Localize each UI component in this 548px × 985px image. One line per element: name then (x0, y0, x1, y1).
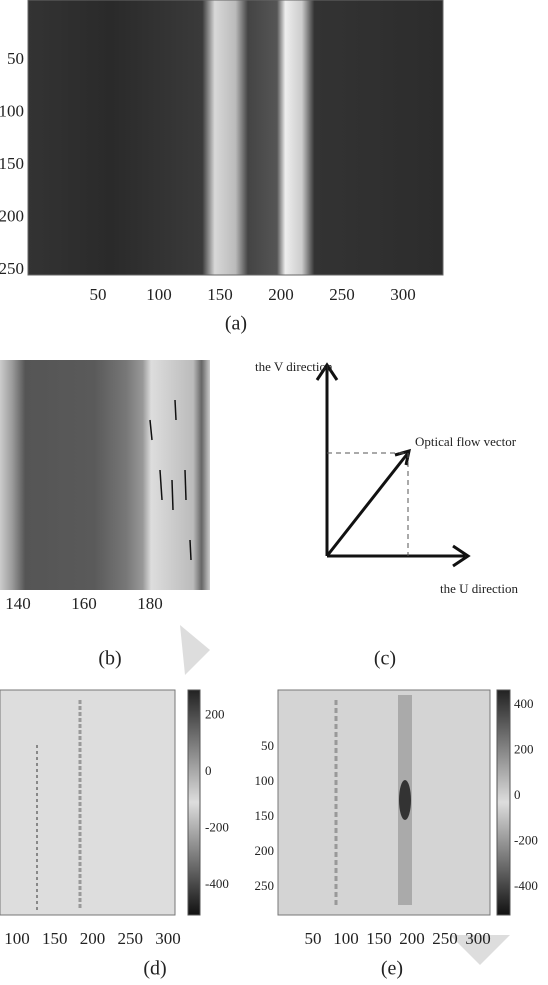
y-tick-label: 50 (7, 49, 24, 68)
y-tick-label: 0 (514, 787, 521, 802)
y-tick-label: 400 (514, 696, 534, 711)
y-tick-label: 100 (255, 773, 275, 788)
x-tick-label: 250 (329, 285, 355, 304)
x-tick-label: 100 (4, 929, 30, 948)
y-tick-label: 50 (261, 738, 274, 753)
flow-arrows (149, 399, 192, 561)
projection-lines (327, 452, 409, 556)
frame-a (27, 0, 444, 276)
image-b (0, 360, 210, 590)
x-tick-label: 200 (268, 285, 294, 304)
y-tick-label: 200 (255, 843, 275, 858)
y-tick-label: 150 (255, 808, 275, 823)
caption: (b) (98, 648, 121, 670)
image-d (0, 689, 176, 916)
caption: (c) (374, 648, 396, 670)
y-tick-label: 250 (0, 259, 24, 278)
x-tick-label: 150 (42, 929, 68, 948)
x-tick-label: 160 (71, 594, 97, 613)
blob (399, 780, 411, 820)
y-tick-label: 250 (255, 878, 275, 893)
x-tick-label: 50 (90, 285, 107, 304)
v-label: the V direction (255, 359, 333, 374)
x-tick-label: 180 (137, 594, 163, 613)
x-tick-label: 200 (399, 929, 425, 948)
image-e (277, 689, 491, 916)
x-tick-label: 300 (155, 929, 181, 948)
x-tick-label: 150 (207, 285, 233, 304)
caption: (e) (381, 958, 403, 980)
y-tick-label: -400 (514, 878, 538, 893)
x-tick-label: 150 (366, 929, 392, 948)
x-tick-label: 200 (80, 929, 106, 948)
decoration (180, 625, 210, 675)
caption: (d) (143, 958, 166, 980)
x-tick-label: 300 (390, 285, 416, 304)
x-tick-label: 100 (333, 929, 359, 948)
y-tick-label: -400 (205, 876, 229, 891)
x-tick-label: 250 (432, 929, 458, 948)
axes-diagram (315, 362, 471, 568)
x-tick-label: 50 (305, 929, 322, 948)
heatmap-a (28, 0, 443, 275)
x-tick-label: 250 (118, 929, 144, 948)
x-tick-label: 140 (5, 594, 31, 613)
y-tick-label: 200 (205, 706, 225, 721)
decoration (450, 935, 510, 965)
u-label: the U direction (440, 581, 518, 596)
y-tick-label: -200 (205, 820, 229, 835)
vector-label: Optical flow vector (415, 434, 517, 449)
caption: (a) (225, 313, 247, 335)
y-tick-label: -200 (514, 832, 538, 847)
y-tick-label: 0 (205, 763, 212, 778)
colorbar-e (496, 689, 511, 916)
x-tick-label: 300 (465, 929, 491, 948)
y-tick-label: 100 (0, 101, 24, 120)
y-tick-label: 200 (0, 206, 24, 225)
y-tick-label: 150 (0, 154, 24, 173)
colorbar-d (187, 689, 201, 916)
x-tick-label: 100 (146, 285, 172, 304)
y-tick-label: 200 (514, 741, 534, 756)
